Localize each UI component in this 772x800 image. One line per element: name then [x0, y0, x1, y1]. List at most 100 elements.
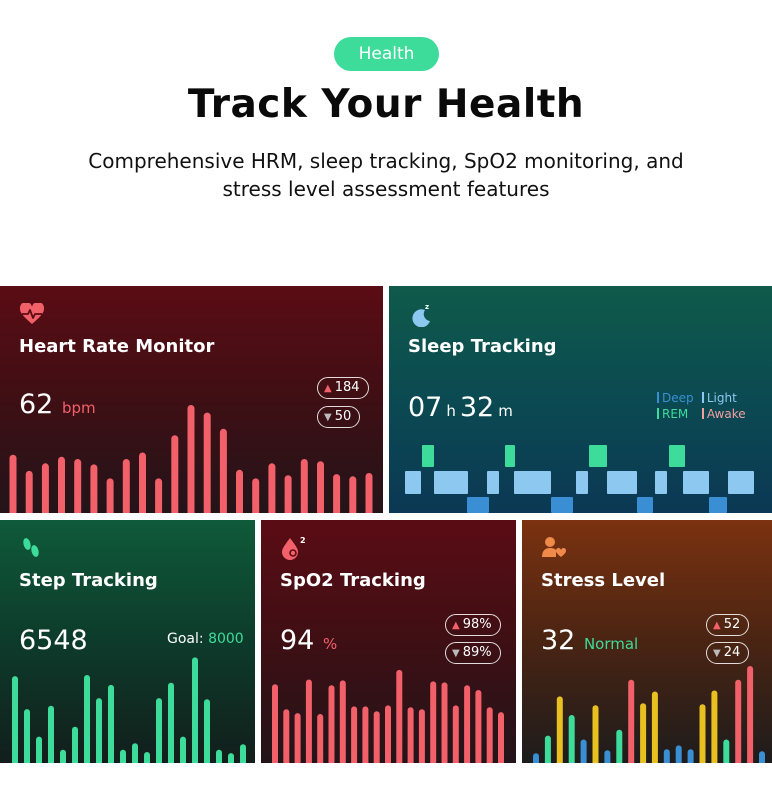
stress-bar: [699, 704, 706, 763]
stress-bar: [723, 739, 730, 763]
stress-bar: [687, 749, 694, 763]
sleep-rem-block: [669, 445, 685, 467]
stress-chart: [533, 666, 765, 763]
step-count: 6548: [19, 625, 88, 656]
heart-rate-bar: [171, 435, 179, 513]
step-bar: [132, 743, 138, 763]
stress-number: 32: [541, 625, 576, 656]
stress-max-chip: ▲ 52: [706, 614, 750, 636]
page-title: Track Your Health: [187, 82, 585, 127]
step-title: Step Tracking: [19, 570, 158, 591]
legend-awake-label: Awake: [706, 407, 746, 421]
blood-drop-o2-icon: 2: [282, 536, 306, 560]
stress-bar: [651, 691, 658, 763]
spo2-value: 94 %: [280, 625, 337, 656]
heart-rate-min-chip: ▼ 50: [317, 406, 361, 428]
heart-rate-bar: [365, 473, 373, 513]
heart-rate-max-chip: ▲ 184: [317, 377, 369, 399]
footsteps-icon: [23, 538, 39, 557]
heart-rate-unit: bpm: [61, 399, 96, 417]
sleep-hours: 07: [408, 392, 443, 423]
page-subtitle: Comprehensive HRM, sleep tracking, SpO2 …: [40, 147, 732, 203]
spo2-unit: %: [322, 635, 338, 653]
step-bar: [48, 705, 54, 763]
step-bar: [144, 752, 150, 763]
spo2-bar: [464, 685, 471, 763]
spo2-bar: [305, 679, 312, 763]
heart-pulse-icon: [19, 303, 45, 324]
subtitle-line-2: stress level assessment features: [222, 177, 550, 201]
heart-rate-bar: [9, 454, 17, 513]
legend-rem-label: REM: [662, 407, 689, 421]
stress-bar: [592, 705, 599, 763]
arrow-down-icon: ▼: [324, 412, 332, 423]
heart-rate-bar: [122, 459, 130, 513]
arrow-down-icon: ▼: [713, 648, 721, 659]
heart-rate-bar: [58, 456, 65, 513]
spo2-chart: [272, 669, 504, 763]
sleep-legend: Deep Light REM Awake: [657, 390, 746, 422]
sleep-light-block: [434, 471, 468, 494]
spo2-bar: [373, 711, 380, 763]
heart-rate-bar: [155, 478, 163, 513]
sleep-minutes: 32: [459, 392, 495, 423]
spo2-bar: [351, 706, 358, 763]
spo2-bar: [272, 684, 278, 763]
step-bar: [168, 682, 174, 763]
spo2-card: 2 SpO2 Tracking 94 % ▲ 98% ▼ 89%: [261, 520, 516, 763]
step-bar: [156, 698, 162, 763]
sleep-light-block: [607, 471, 637, 494]
svg-text:z: z: [425, 303, 429, 311]
heart-rate-bar: [349, 476, 357, 513]
stress-bar: [580, 739, 587, 763]
heart-rate-max: 184: [334, 380, 360, 395]
spo2-min-chip: ▼ 89%: [445, 642, 501, 664]
arrow-up-icon: ▲: [452, 620, 460, 631]
heart-rate-value: 62 bpm: [19, 389, 96, 420]
stress-bar: [747, 666, 754, 763]
stress-bar: [759, 751, 765, 763]
spo2-bar: [396, 669, 403, 763]
moon-sleep-icon: z: [412, 303, 430, 327]
stress-value: 32 Normal: [541, 625, 638, 656]
step-bar: [72, 726, 78, 763]
heart-rate-bar: [187, 405, 195, 513]
sleep-light-block: [655, 471, 667, 494]
spo2-bar: [452, 705, 459, 763]
heart-rate-bar: [203, 412, 211, 513]
stress-max: 52: [723, 617, 741, 632]
stress-title: Stress Level: [541, 570, 666, 591]
sleep-light-block: [405, 471, 421, 494]
step-bar: [180, 736, 186, 763]
spo2-bar: [475, 690, 482, 763]
legend-deep-label: Deep: [662, 391, 694, 405]
spo2-number: 94: [280, 625, 315, 656]
step-bar: [204, 699, 210, 763]
spo2-max-chip: ▲ 98%: [445, 614, 501, 636]
step-bar: [240, 744, 246, 763]
sleep-rem-block: [505, 445, 515, 467]
step-bar: [228, 753, 234, 763]
sleep-light-block: [728, 471, 754, 494]
heart-rate-bar: [268, 463, 276, 513]
sleep-minutes-unit: m: [498, 402, 513, 420]
stress-card: Stress Level 32 Normal ▲ 52 ▼ 24: [522, 520, 772, 763]
stress-bar: [675, 745, 682, 763]
sleep-hours-unit: h: [446, 402, 456, 420]
spo2-bar: [498, 712, 504, 763]
spo2-bar: [362, 706, 369, 763]
step-bar: [24, 709, 30, 763]
heart-rate-chart: [9, 405, 373, 513]
stress-bar: [616, 729, 623, 763]
sleep-light-block: [487, 471, 499, 494]
stress-min: 24: [723, 645, 741, 660]
arrow-down-icon: ▼: [452, 648, 460, 659]
step-bar: [108, 684, 114, 763]
stress-bar: [568, 715, 575, 763]
legend-light: Light: [701, 390, 737, 406]
arrow-up-icon: ▲: [324, 383, 332, 394]
stress-bar: [604, 750, 611, 763]
stress-bar: [663, 749, 670, 763]
heart-rate-number: 62: [19, 389, 54, 420]
sleep-rem-block: [422, 445, 434, 467]
